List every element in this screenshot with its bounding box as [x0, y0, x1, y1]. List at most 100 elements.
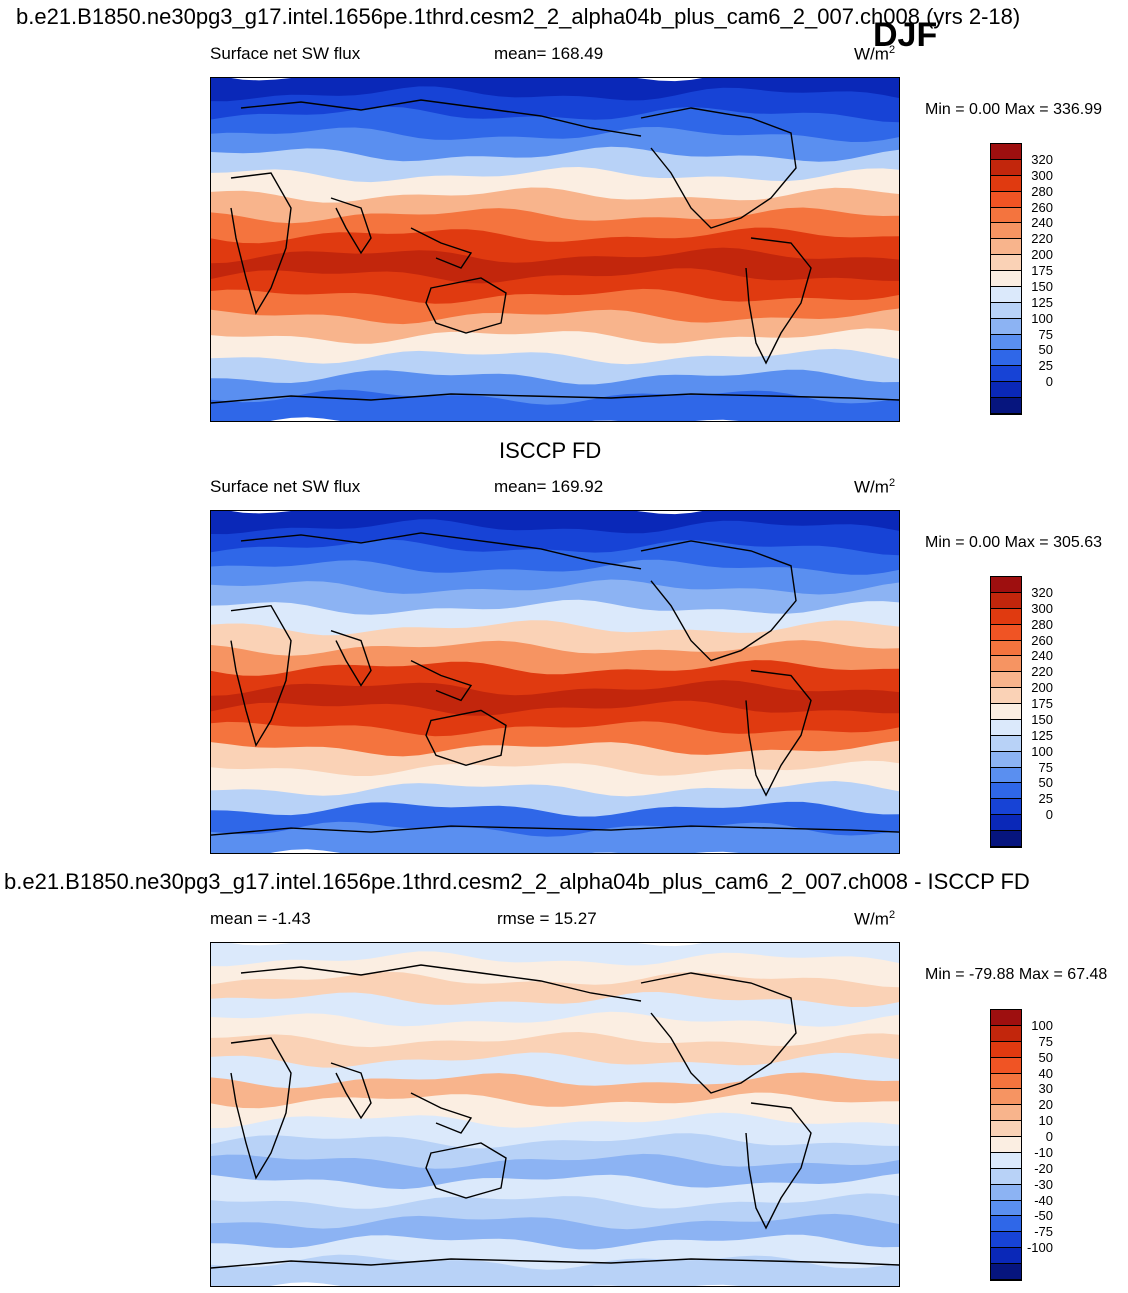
colorbar-tick-label: 280 — [1031, 616, 1053, 632]
coastline — [425, 277, 507, 334]
colorbar-tick-label: 125 — [1031, 727, 1053, 743]
field-band — [211, 511, 899, 543]
panel2-units: W/m2 — [854, 477, 896, 497]
colorbar-tick-label: 50 — [1038, 775, 1053, 791]
panel2-mean: mean= 169.92 — [494, 477, 604, 496]
coastline — [640, 540, 797, 662]
colorbar-cell — [991, 302, 1021, 319]
colorbar-tick-label: 260 — [1031, 199, 1053, 215]
colorbar-cell — [991, 1121, 1021, 1138]
colorbar-tick-label: 40 — [1038, 1065, 1053, 1081]
coastline — [410, 227, 473, 269]
panel3-units: W/m2 — [854, 909, 896, 929]
colorbar-tick-label: 300 — [1031, 600, 1053, 616]
colorbar-cell — [991, 1073, 1021, 1090]
field-band — [211, 389, 899, 421]
colorbar-tick-label: -100 — [1026, 1240, 1053, 1256]
colorbar-cell — [991, 767, 1021, 784]
colorbar-cell — [991, 1089, 1021, 1106]
colorbar-cell — [991, 719, 1021, 736]
colorbar-cell — [991, 1105, 1021, 1122]
colorbar-cell — [991, 640, 1021, 657]
field-band — [211, 1254, 899, 1286]
colorbar-cell — [991, 191, 1021, 208]
coastline — [410, 1092, 473, 1134]
diff-map — [210, 942, 900, 1287]
colorbar-tick-label: 175 — [1031, 696, 1053, 712]
colorbar-tick-label: 100 — [1031, 1017, 1053, 1033]
colorbar-cell — [991, 255, 1021, 272]
field-band — [211, 519, 899, 564]
colorbar-cell — [991, 207, 1021, 224]
panel2-variable: Surface net SW flux — [210, 477, 361, 496]
colorbar-cell — [991, 783, 1021, 800]
coastline — [425, 1142, 507, 1199]
coastline — [230, 604, 292, 748]
panel3-mean: mean = -1.43 — [210, 909, 311, 928]
colorbar-tick-label: 220 — [1031, 231, 1053, 247]
colorbar-tick-label: 320 — [1031, 584, 1053, 600]
colorbar-cell — [991, 239, 1021, 256]
colorbar-tick-label: 0 — [1045, 807, 1053, 823]
colorbar-cell — [991, 1010, 1021, 1026]
colorbar-tick-label: 30 — [1038, 1081, 1053, 1097]
colorbar-tick-label: 125 — [1031, 294, 1053, 310]
colorbar-cell — [991, 815, 1021, 832]
colorbar-tick-label: 150 — [1031, 711, 1053, 727]
field-band — [211, 801, 899, 845]
case-title: b.e21.B1850.ne30pg3_g17.intel.1656pe.1th… — [16, 4, 1021, 29]
field-band — [211, 369, 899, 413]
model-colorbar: 320 300 280 260 240 220 200 175 150 125 100 75 50 25 0 — [990, 143, 1053, 415]
coastline — [211, 825, 899, 836]
colorbar-cell — [991, 1248, 1021, 1265]
panel3-rmse: rmse = 15.27 — [497, 909, 597, 928]
panel1-units: W/m2 — [854, 44, 896, 64]
coastline — [410, 659, 473, 702]
colorbar-cell — [991, 286, 1021, 303]
colorbar-cell — [991, 799, 1021, 816]
colorbar-tick-label: 20 — [1038, 1097, 1053, 1113]
panel1-mean: mean= 168.49 — [494, 44, 604, 63]
diff-map-field — [211, 943, 899, 1286]
field-band — [211, 821, 899, 853]
diff-colorbar: 100 75 50 40 30 20 10 0 -10 -20 -30 -40 -50 -75 -100 — [990, 1009, 1053, 1281]
colorbar-tick-label: 240 — [1031, 648, 1053, 664]
colorbar-tick-label: 320 — [1031, 151, 1053, 167]
colorbar-cell — [991, 144, 1021, 160]
colorbar-tick-label: 0 — [1045, 374, 1053, 390]
panel1-variable: Surface net SW flux — [210, 44, 361, 63]
colorbar-cell — [991, 1041, 1021, 1058]
colorbar-tick-label: 25 — [1038, 791, 1053, 807]
colorbar-tick-label: 240 — [1031, 215, 1053, 231]
colorbar-cell — [991, 318, 1021, 335]
colorbar-tick-label: -75 — [1034, 1224, 1053, 1240]
colorbar-tick-label: -40 — [1034, 1192, 1053, 1208]
colorbar-cell — [991, 1152, 1021, 1169]
colorbar-tick-label: 50 — [1038, 1049, 1053, 1065]
colorbar-cell — [991, 350, 1021, 367]
colorbar-cell — [991, 577, 1021, 593]
colorbar-cell — [991, 831, 1021, 847]
coastline — [640, 107, 797, 229]
colorbar-cell — [991, 159, 1021, 176]
colorbar-tick-label: 280 — [1031, 183, 1053, 199]
colorbar-tick-label: 200 — [1031, 247, 1053, 263]
colorbar-tick-label: 0 — [1045, 1129, 1053, 1145]
colorbar-cell — [991, 688, 1021, 705]
model-map — [210, 77, 900, 422]
colorbar-tick-label: 25 — [1038, 358, 1053, 374]
colorbar-tick-label: -50 — [1034, 1208, 1053, 1224]
obs-map — [210, 510, 900, 854]
colorbar-cell — [991, 1025, 1021, 1042]
colorbar-cell — [991, 1216, 1021, 1233]
colorbar-cell — [991, 1168, 1021, 1185]
coastline — [745, 669, 812, 797]
panel1-minmax: Min = 0.00 Max = 336.99 — [925, 101, 1102, 118]
colorbar-tick-label: 75 — [1038, 759, 1053, 775]
colorbar-cell — [991, 1184, 1021, 1201]
coastline — [240, 964, 642, 1002]
coastline — [745, 237, 812, 365]
colorbar-tick-label: 300 — [1031, 167, 1053, 183]
obs-title: ISCCP FD — [499, 438, 602, 463]
coastline — [330, 630, 372, 687]
